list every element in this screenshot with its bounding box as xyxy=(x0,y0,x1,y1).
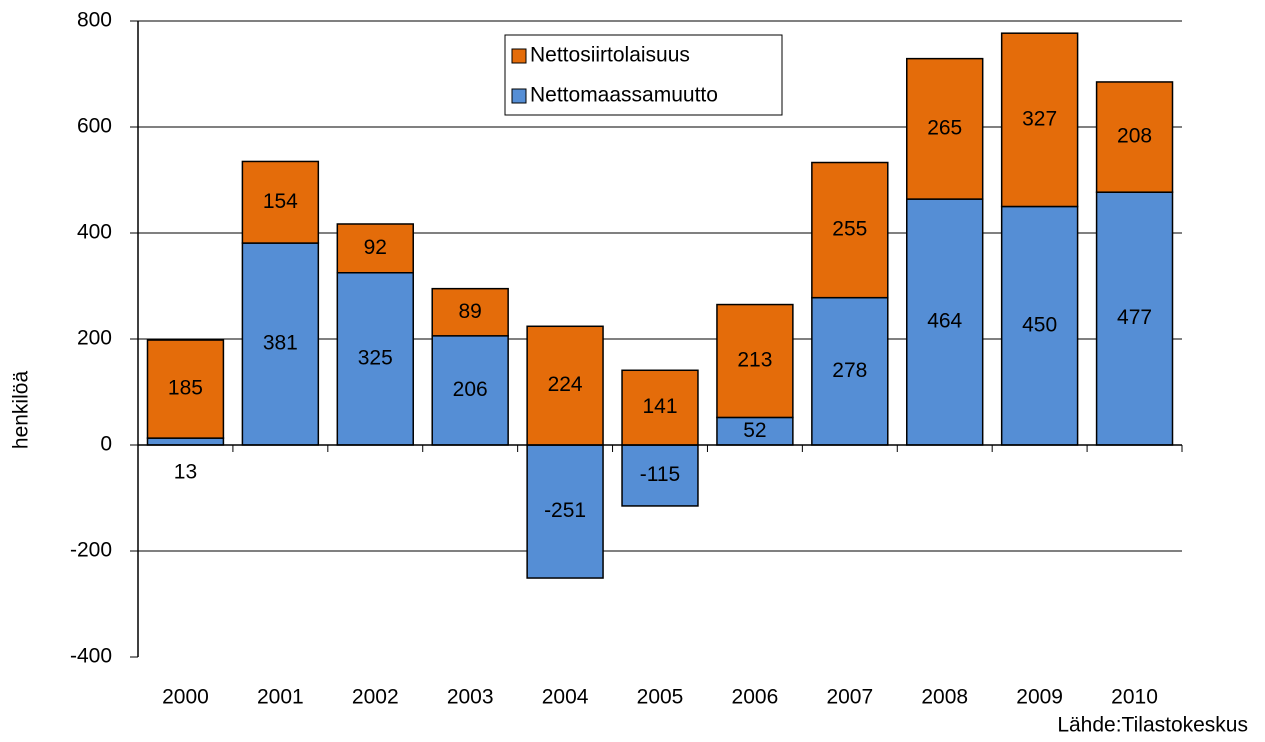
legend-swatch xyxy=(511,48,527,64)
y-tick-label: 200 xyxy=(77,327,112,350)
bar-segment xyxy=(1095,81,1174,193)
bar-segment xyxy=(1095,191,1174,446)
value-label: 265 xyxy=(927,116,962,139)
bar-segment xyxy=(431,287,509,337)
value-label: 213 xyxy=(737,349,772,372)
value-label: 141 xyxy=(642,395,677,418)
bar-segment xyxy=(146,339,225,439)
x-tick-label: 2003 xyxy=(447,686,494,709)
y-tick-label: 0 xyxy=(100,433,112,456)
value-label: 450 xyxy=(1022,313,1057,336)
bar-segment xyxy=(811,161,889,299)
bar-segment xyxy=(621,444,699,507)
bar-segment xyxy=(431,335,509,446)
value-label: 154 xyxy=(263,190,298,213)
x-tick-label: 2002 xyxy=(352,686,399,709)
legend-label: Nettosiirtolaisuus xyxy=(530,44,690,67)
x-tick-label: 2005 xyxy=(637,686,684,709)
value-label: 224 xyxy=(548,373,583,396)
value-label: -251 xyxy=(544,499,586,522)
legend-swatch xyxy=(511,88,527,104)
bar-segment xyxy=(336,223,414,274)
bar-segment xyxy=(1000,205,1079,446)
bar-segment xyxy=(716,303,794,419)
value-label: 327 xyxy=(1022,107,1057,130)
bar-segment xyxy=(906,198,984,446)
x-tick-label: 2000 xyxy=(162,686,209,709)
value-label: 464 xyxy=(927,310,962,333)
value-label: 255 xyxy=(832,218,867,241)
bar-segment xyxy=(336,272,414,446)
x-tick-label: 2006 xyxy=(732,686,779,709)
value-label: 278 xyxy=(832,359,867,382)
value-label: 206 xyxy=(453,378,488,401)
value-label: -115 xyxy=(640,463,680,486)
x-tick-label: 2008 xyxy=(921,686,968,709)
legend-label: Nettomaassamuutto xyxy=(530,84,718,107)
y-axis-label: henkilöä xyxy=(10,371,33,450)
y-tick-label: -200 xyxy=(70,539,112,562)
y-tick-label: 800 xyxy=(77,9,112,32)
bar-segment xyxy=(146,437,225,446)
value-label: 13 xyxy=(174,461,197,484)
value-label: 325 xyxy=(358,346,393,369)
y-tick-label: 600 xyxy=(77,115,112,138)
value-label: 52 xyxy=(743,419,766,442)
bar-segment xyxy=(1000,32,1079,208)
value-label: 92 xyxy=(364,236,387,259)
x-tick-label: 2004 xyxy=(542,686,589,709)
value-label: 477 xyxy=(1117,306,1152,329)
value-label: 185 xyxy=(168,377,203,400)
x-tick-label: 2010 xyxy=(1111,686,1158,709)
bar-segment xyxy=(621,369,699,446)
y-tick-label: -400 xyxy=(70,645,112,668)
value-label: 381 xyxy=(263,332,298,355)
value-label: 208 xyxy=(1117,125,1152,148)
bar-segment xyxy=(241,160,320,244)
x-tick-label: 2009 xyxy=(1016,686,1063,709)
bar-segment xyxy=(526,325,604,446)
x-tick-label: 2001 xyxy=(257,686,304,709)
bar-segment xyxy=(526,444,604,579)
bar-segment xyxy=(811,296,889,446)
value-label: 89 xyxy=(459,300,482,323)
y-tick-label: 400 xyxy=(77,221,112,244)
source-note: Lähde:Tilastokeskus xyxy=(1057,714,1248,737)
x-tick-label: 2007 xyxy=(826,686,873,709)
bar-segment xyxy=(906,57,984,200)
legend-box xyxy=(504,34,783,116)
